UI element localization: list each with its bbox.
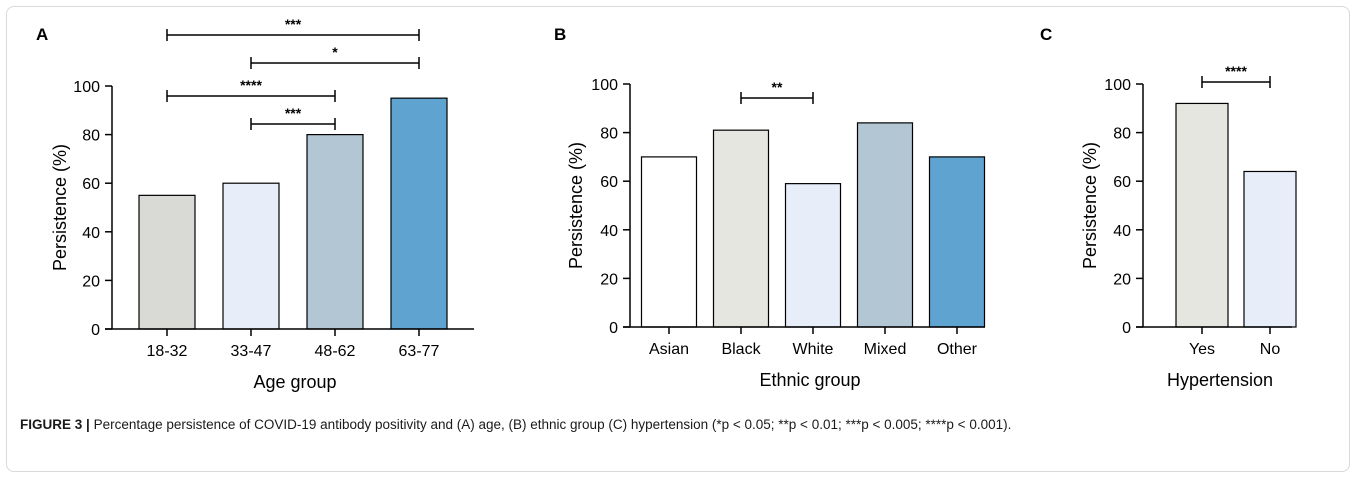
bar-c-0 <box>1175 102 1229 328</box>
y-tick-label-a-100: 100 <box>73 79 100 96</box>
x-tick-label-b-2: White <box>793 341 834 358</box>
panel-letter-b: B <box>554 25 566 44</box>
sig-label-a-0: *** <box>285 16 302 32</box>
y-tick-label-b-60: 60 <box>600 174 618 191</box>
y-tick-label-a-60: 60 <box>82 176 100 193</box>
y-tick-label-a-0: 0 <box>91 322 100 339</box>
y-axis-title-a: Persistence (%) <box>50 144 70 271</box>
bar-b-2 <box>784 183 842 328</box>
sig-label-a-1: * <box>332 44 338 60</box>
caption-label: FIGURE 3 | <box>20 417 90 432</box>
bar-b-4 <box>928 156 986 328</box>
x-axis-title-c: Hypertension <box>1167 370 1273 390</box>
y-tick-label-c-20: 20 <box>1113 271 1131 288</box>
y-tick-label-c-40: 40 <box>1113 223 1131 240</box>
bar-b-1 <box>712 129 770 328</box>
x-tick-label-a-3: 63-77 <box>399 343 440 360</box>
y-tick-label-b-100: 100 <box>591 77 618 94</box>
y-tick-label-a-40: 40 <box>82 225 100 242</box>
x-tick-label-a-0: 18-32 <box>147 343 188 360</box>
y-tick-label-b-0: 0 <box>609 320 618 337</box>
y-tick-label-c-60: 60 <box>1113 174 1131 191</box>
panel-letter-c: C <box>1040 25 1052 44</box>
x-axis-title-b: Ethnic group <box>759 370 860 390</box>
x-tick-label-b-3: Mixed <box>864 341 907 358</box>
x-tick-label-b-0: Asian <box>649 341 689 358</box>
sig-label-a-3: *** <box>285 105 302 121</box>
y-tick-label-b-20: 20 <box>600 271 618 288</box>
caption-text: Percentage persistence of COVID-19 antib… <box>93 417 1012 432</box>
x-tick-label-c-1: No <box>1260 341 1281 358</box>
sig-label-b-0: ** <box>772 79 783 95</box>
y-tick-label-c-80: 80 <box>1113 126 1131 143</box>
bar-a-3 <box>390 97 448 330</box>
figure-frame <box>6 6 1350 472</box>
y-tick-label-c-100: 100 <box>1104 77 1131 94</box>
bar-a-1 <box>222 182 280 330</box>
x-axis-title-a: Age group <box>253 372 336 392</box>
sig-label-a-2: **** <box>240 77 262 93</box>
y-axis-title-b: Persistence (%) <box>566 142 586 269</box>
bar-a-2 <box>306 134 364 330</box>
x-tick-label-a-1: 33-47 <box>231 343 272 360</box>
figure-charts: A 0 20 40 60 80 100 18-32 33-47 48-62 63-77 Age gro… <box>36 16 1297 392</box>
x-tick-label-a-2: 48-62 <box>315 343 356 360</box>
bar-b-0 <box>640 156 698 328</box>
x-tick-label-b-1: Black <box>721 341 761 358</box>
sig-label-c-0: **** <box>1225 63 1247 79</box>
x-tick-label-b-4: Other <box>937 341 978 358</box>
panel-letter-a: A <box>36 25 48 44</box>
bar-c-1 <box>1243 170 1297 328</box>
y-tick-label-b-80: 80 <box>600 126 618 143</box>
bar-a-0 <box>138 194 196 330</box>
y-tick-label-a-20: 20 <box>82 273 100 290</box>
x-tick-label-c-0: Yes <box>1189 341 1215 358</box>
figure-caption: FIGURE 3 | Percentage persistence of COV… <box>20 414 1340 435</box>
y-tick-label-b-40: 40 <box>600 223 618 240</box>
y-tick-label-c-0: 0 <box>1122 320 1131 337</box>
bar-b-3 <box>856 122 914 328</box>
y-axis-title-c: Persistence (%) <box>1080 142 1100 269</box>
y-tick-label-a-80: 80 <box>82 128 100 145</box>
